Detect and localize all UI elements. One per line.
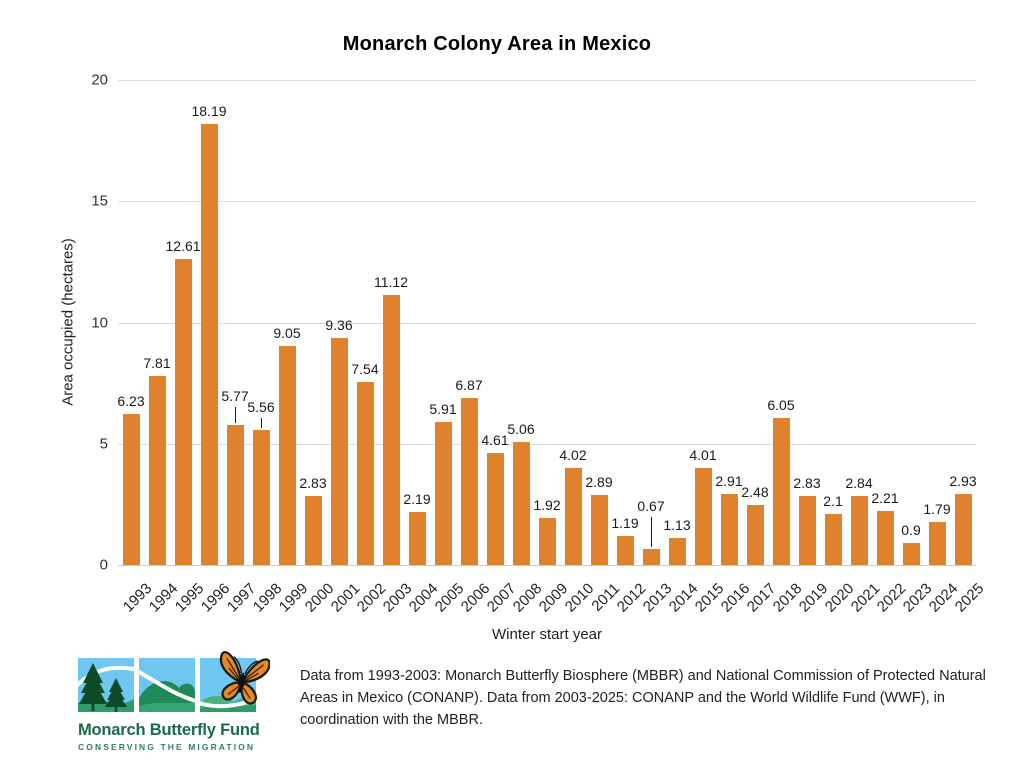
gridline-10: [118, 322, 976, 324]
bar: [720, 494, 738, 565]
bar-value-label: 7.81: [143, 354, 171, 371]
bar-value-label: 1.19: [611, 515, 639, 532]
data-source-caption: Data from 1993-2003: Monarch Butterfly B…: [300, 668, 986, 728]
bar: [148, 375, 166, 565]
bar: [174, 259, 192, 565]
bar: [902, 543, 920, 565]
bar: [408, 511, 426, 565]
bar: [226, 425, 244, 565]
bar: [538, 518, 556, 565]
bar-value-label: 2.83: [299, 475, 327, 492]
label-leader-line: [234, 407, 236, 424]
bar-value-label: 2.48: [741, 483, 769, 500]
y-tick-label: 0: [99, 556, 108, 574]
x-axis-title: Winter start year: [491, 626, 603, 643]
bar: [616, 536, 634, 565]
bar: [382, 295, 400, 565]
bar-value-label: 2.21: [871, 490, 899, 507]
monarch-butterfly-icon: [219, 651, 270, 705]
x-tick-label: 2011: [588, 580, 624, 615]
bar: [590, 494, 608, 565]
bar: [876, 511, 894, 565]
bar-value-label: 2.89: [585, 473, 613, 490]
bar: [642, 548, 660, 565]
bar-value-label: 6.23: [117, 392, 145, 409]
bar: [330, 338, 348, 565]
plot-area: 6.23 7.81 12.61 18.19 5.77 5.56 9.05 2.83 9.36 7.…: [117, 80, 977, 566]
bar-value-label: 6.87: [455, 377, 483, 394]
bar: [746, 504, 764, 565]
bar: [122, 413, 140, 565]
bar-value-label: 1.79: [923, 500, 951, 517]
logo-panel-hills: [139, 658, 195, 712]
bar: [772, 418, 790, 565]
chart-title: Monarch Colony Area in Mexico: [342, 33, 652, 55]
y-tick-label: 20: [91, 71, 108, 89]
gridline-15: [118, 201, 976, 203]
bar: [278, 345, 296, 565]
logo-panel-trees: [78, 658, 134, 712]
gridline-20: [118, 80, 976, 81]
bar: [668, 537, 686, 565]
bar: [252, 430, 270, 565]
bar-value-label: 5.91: [429, 400, 457, 417]
bar-value-label: 0.67: [637, 497, 665, 514]
bar-value-label: 4.01: [689, 446, 717, 463]
monarch-butterfly-fund-logo: Monarch Butterfly Fund CONSERVING THE MI…: [78, 651, 278, 758]
bar: [798, 496, 816, 565]
bar: [850, 496, 868, 565]
bar: [356, 382, 374, 565]
gridline-0: [118, 565, 976, 566]
bar-value-label: 4.61: [481, 432, 509, 449]
bar-value-label: 5.77: [221, 388, 249, 405]
bar: [304, 496, 322, 565]
bar-value-label: 6.05: [767, 397, 795, 414]
bar-value-label: 12.61: [165, 238, 201, 255]
bar-value-label: 11.12: [374, 274, 408, 291]
bar: [512, 442, 530, 565]
bar-value-label: 2.19: [403, 490, 431, 507]
bar-value-label: 9.05: [273, 324, 301, 341]
bar-value-label: 2.83: [793, 475, 821, 492]
logo-name: Monarch Butterfly Fund: [78, 721, 260, 739]
bar-value-label: 9.36: [325, 317, 353, 334]
bar-value-label: 0.9: [901, 522, 921, 539]
bar-value-label: 5.06: [507, 421, 535, 438]
bar: [694, 467, 712, 565]
x-axis-ticks: 1993 1994 1995 1996 1997 1998 1999 2000 2001 2002…: [118, 572, 987, 622]
label-leader-line: [650, 516, 652, 547]
gridline-5: [118, 443, 976, 445]
bar-value-label: 2.84: [845, 475, 873, 492]
y-tick-label: 15: [91, 192, 108, 210]
x-tick-label: 2025: [951, 580, 988, 616]
bar-value-label: 5.56: [247, 399, 275, 416]
bar: [824, 514, 842, 565]
bar-value-label: 2.1: [823, 493, 843, 510]
bar: [200, 123, 218, 565]
label-leader-line: [260, 418, 262, 429]
y-tick-label: 5: [99, 435, 108, 453]
y-tick-label: 10: [91, 314, 108, 331]
bar-value-label: 18.19: [191, 102, 227, 119]
bar: [564, 467, 582, 565]
bar-value-label: 2.93: [949, 472, 977, 489]
bar: [954, 493, 972, 565]
bar-value-label: 4.02: [559, 446, 587, 463]
logo-tagline: CONSERVING THE MIGRATION: [78, 742, 256, 752]
bar-value-label: 2.91: [715, 473, 743, 490]
bar-value-label: 1.92: [533, 497, 561, 514]
bar: [460, 398, 478, 565]
bar: [486, 453, 504, 565]
bar-value-label: 7.54: [351, 361, 379, 378]
y-axis-ticks: 0 5 10 15 20: [50, 72, 108, 574]
bar-value-label: 1.13: [663, 516, 691, 533]
bar: [434, 421, 452, 565]
bar: [928, 521, 946, 565]
